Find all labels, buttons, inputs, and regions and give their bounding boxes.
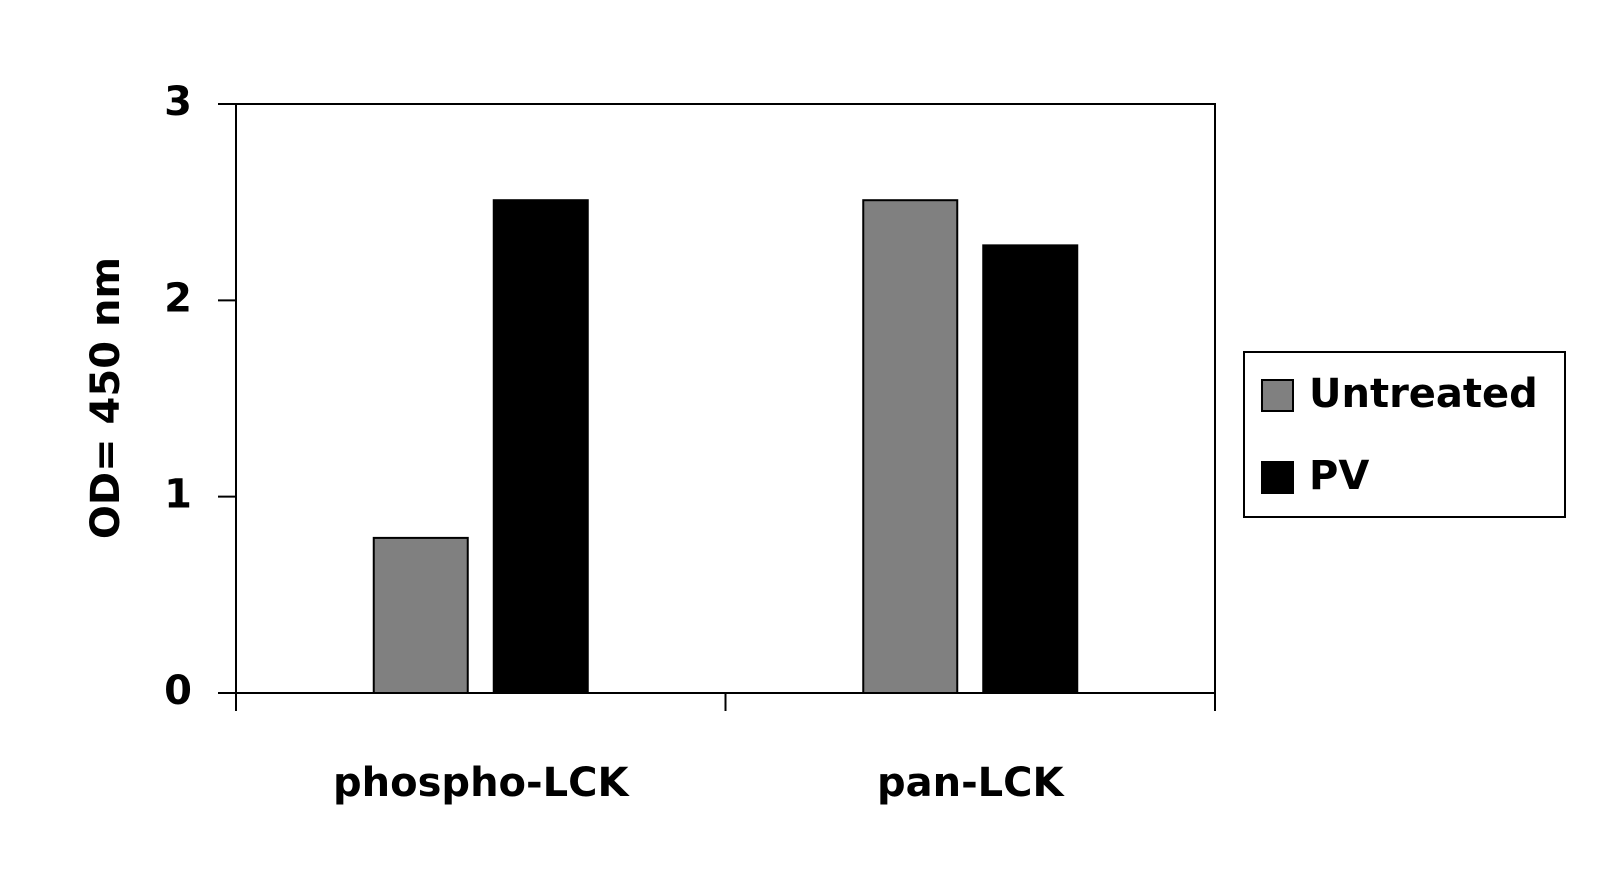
y-axis-label: OD= 450 nm <box>83 257 129 539</box>
legend-swatch <box>1261 379 1294 412</box>
legend-frame <box>1243 351 1566 518</box>
y-tick-label: 3 <box>164 79 192 125</box>
legend-label: PV <box>1309 453 1369 499</box>
y-tick-label: 1 <box>164 472 192 518</box>
bar <box>982 244 1079 695</box>
y-tick-label: 2 <box>164 275 192 321</box>
bar <box>492 199 589 694</box>
bar <box>372 536 469 694</box>
x-tick-label: phospho-LCK <box>333 760 630 806</box>
legend-label: Untreated <box>1309 371 1538 417</box>
bar <box>862 199 959 694</box>
x-tick-label: pan-LCK <box>877 760 1066 806</box>
y-tick-label: 0 <box>164 668 192 714</box>
legend-swatch <box>1261 461 1294 494</box>
